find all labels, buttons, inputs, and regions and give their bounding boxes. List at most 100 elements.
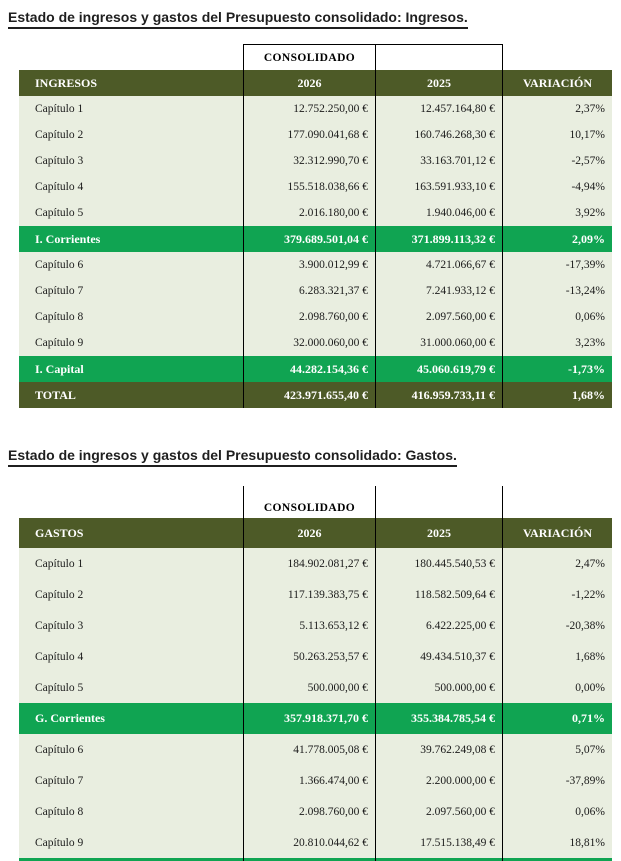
amount-2026: 155.518.038,66 € bbox=[243, 174, 375, 200]
table-row: Capítulo 5 2.016.180,00 €1.940.046,00 €3,… bbox=[19, 200, 612, 226]
amount-2026: 423.971.655,40 € bbox=[243, 382, 375, 408]
amount-2026: 44.282.154,36 € bbox=[243, 356, 375, 382]
variation-value: -20,38% bbox=[502, 610, 612, 641]
column-header-2026: 2026 bbox=[243, 518, 375, 548]
table-row: Capítulo 8 2.098.760,00 €2.097.560,00 €0,… bbox=[19, 796, 612, 827]
amount-2026: 32.000.060,00 € bbox=[243, 330, 375, 356]
table-row: Capítulo 2 177.090.041,68 €160.746.268,30… bbox=[19, 122, 612, 148]
table-row: Capítulo 6 3.900.012,99 €4.721.066,67 € -1… bbox=[19, 252, 612, 278]
group-header-spacer-right bbox=[502, 486, 612, 518]
table-gastos: CONSOLIDADO GASTOS 2026 2025 VARIACIÓN C… bbox=[19, 486, 612, 861]
group-header-spacer bbox=[19, 44, 243, 70]
amount-2025: 1.940.046,00 € bbox=[375, 200, 502, 226]
table-row: Capítulo 3 5.113.653,12 €6.422.225,00 € -2… bbox=[19, 610, 612, 641]
amount-2026: 379.689.501,04 € bbox=[243, 226, 375, 252]
amount-2025: 2.200.000,00 € bbox=[375, 765, 502, 796]
amount-2026: 12.752.250,00 € bbox=[243, 96, 375, 122]
amount-2026: 357.918.371,70 € bbox=[243, 703, 375, 734]
subtotal-row: I. Capital 44.282.154,36 €45.060.619,79 €… bbox=[19, 356, 612, 382]
group-header-spacer bbox=[19, 486, 243, 518]
table-row: Capítulo 8 2.098.760,00 €2.097.560,00 €0,… bbox=[19, 304, 612, 330]
variation-value: 1,68% bbox=[502, 641, 612, 672]
column-header-2025: 2025 bbox=[375, 70, 502, 96]
variation-value: 0,71% bbox=[502, 703, 612, 734]
group-header-empty-cell bbox=[375, 44, 502, 70]
variation-value: 0,06% bbox=[502, 304, 612, 330]
amount-2025: 17.515.138,49 € bbox=[375, 827, 502, 858]
row-label: Capítulo 7 bbox=[35, 285, 84, 297]
group-header-row: CONSOLIDADO bbox=[19, 44, 612, 70]
table-row: Capítulo 1 12.752.250,00 €12.457.164,80 €… bbox=[19, 96, 612, 122]
table-body-gastos: Capítulo 1 184.902.081,27 €180.445.540,53… bbox=[19, 548, 612, 861]
amount-2026: 6.283.321,37 € bbox=[243, 278, 375, 304]
amount-2026: 20.810.044,62 € bbox=[243, 827, 375, 858]
row-label: Capítulo 6 bbox=[35, 259, 84, 271]
group-header-row: CONSOLIDADO bbox=[19, 486, 612, 518]
amount-2025: 12.457.164,80 € bbox=[375, 96, 502, 122]
variation-value: 0,06% bbox=[502, 796, 612, 827]
row-label: Capítulo 1 bbox=[35, 103, 84, 115]
column-header-row: GASTOS 2026 2025 VARIACIÓN bbox=[19, 518, 612, 548]
amount-2026: 2.098.760,00 € bbox=[243, 796, 375, 827]
amount-2026: 117.139.383,75 € bbox=[243, 579, 375, 610]
group-header-consolidado: CONSOLIDADO bbox=[243, 486, 375, 518]
row-label: Capítulo 8 bbox=[35, 805, 84, 818]
column-header-ingresos: INGRESOS bbox=[35, 75, 98, 90]
amount-2025: 416.959.733,11 € bbox=[375, 382, 502, 408]
column-header-row: INGRESOS 2026 2025 VARIACIÓN bbox=[19, 70, 612, 96]
variation-value: 2,09% bbox=[502, 226, 612, 252]
variation-value: -37,89% bbox=[502, 765, 612, 796]
table-row: Capítulo 7 1.366.474,00 €2.200.000,00 € -3… bbox=[19, 765, 612, 796]
column-header-gastos: GASTOS bbox=[35, 525, 84, 540]
amount-2025: 118.582.509,64 € bbox=[375, 579, 502, 610]
title-gastos: Estado de ingresos y gastos del Presupue… bbox=[8, 447, 621, 467]
amount-2026: 32.312.990,70 € bbox=[243, 148, 375, 174]
column-header-variacion: VARIACIÓN bbox=[502, 518, 612, 548]
table-row: Capítulo 5 500.000,00 €500.000,00 €0,00% bbox=[19, 672, 612, 703]
variation-value: 0,00% bbox=[502, 672, 612, 703]
group-header-consolidado: CONSOLIDADO bbox=[243, 44, 375, 70]
variation-value: 7,27% bbox=[502, 858, 612, 861]
row-label: Capítulo 1 bbox=[35, 557, 84, 570]
variation-value: -1,73% bbox=[502, 356, 612, 382]
row-label: Capítulo 5 bbox=[35, 207, 84, 219]
amount-2025: 33.163.701,12 € bbox=[375, 148, 502, 174]
variation-value: -1,22% bbox=[502, 579, 612, 610]
table-ingresos: CONSOLIDADO INGRESOS 2026 2025 VARIACIÓN… bbox=[19, 44, 612, 408]
amount-2026: 3.900.012,99 € bbox=[243, 252, 375, 278]
amount-2025: 355.384.785,54 € bbox=[375, 703, 502, 734]
amount-2026: 5.113.653,12 € bbox=[243, 610, 375, 641]
amount-2026: 50.263.253,57 € bbox=[243, 641, 375, 672]
amount-2025: 49.434.510,37 € bbox=[375, 641, 502, 672]
group-header-empty-cell bbox=[375, 486, 502, 518]
row-label: TOTAL bbox=[35, 387, 76, 402]
amount-2026: 2.016.180,00 € bbox=[243, 200, 375, 226]
amount-2025: 61.574.947,57 € bbox=[375, 858, 502, 861]
variation-value: 5,07% bbox=[502, 734, 612, 765]
variation-value: 10,17% bbox=[502, 122, 612, 148]
amount-2025: 500.000,00 € bbox=[375, 672, 502, 703]
variation-value: 18,81% bbox=[502, 827, 612, 858]
table-row: Capítulo 4 155.518.038,66 €163.591.933,10… bbox=[19, 174, 612, 200]
amount-2025: 2.097.560,00 € bbox=[375, 304, 502, 330]
title-ingresos: Estado de ingresos y gastos del Presupue… bbox=[8, 0, 621, 29]
amount-2025: 371.899.113,32 € bbox=[375, 226, 502, 252]
row-label: Capítulo 9 bbox=[35, 337, 84, 349]
amount-2026: 66.053.283,70 € bbox=[243, 858, 375, 861]
variation-value: -4,94% bbox=[502, 174, 612, 200]
column-header-2026: 2026 bbox=[243, 70, 375, 96]
row-label: Capítulo 7 bbox=[35, 774, 84, 787]
table-row: Capítulo 9 32.000.060,00 €31.000.060,00 €… bbox=[19, 330, 612, 356]
variation-value: 2,47% bbox=[502, 548, 612, 579]
table-row: Capítulo 6 41.778.005,08 €39.762.249,08 €… bbox=[19, 734, 612, 765]
variation-value: 2,37% bbox=[502, 96, 612, 122]
variation-value: 3,23% bbox=[502, 330, 612, 356]
amount-2026: 500.000,00 € bbox=[243, 672, 375, 703]
row-label: I. Corrientes bbox=[35, 231, 101, 246]
row-label: Capítulo 4 bbox=[35, 650, 84, 663]
subtotal-row: G. Corrientes 357.918.371,70 €355.384.785… bbox=[19, 703, 612, 734]
row-label: Capítulo 5 bbox=[35, 681, 84, 694]
subtotal-row: I. Corrientes 379.689.501,04 €371.899.113… bbox=[19, 226, 612, 252]
row-label: Capítulo 4 bbox=[35, 181, 84, 193]
row-label: I. Capital bbox=[35, 361, 84, 376]
